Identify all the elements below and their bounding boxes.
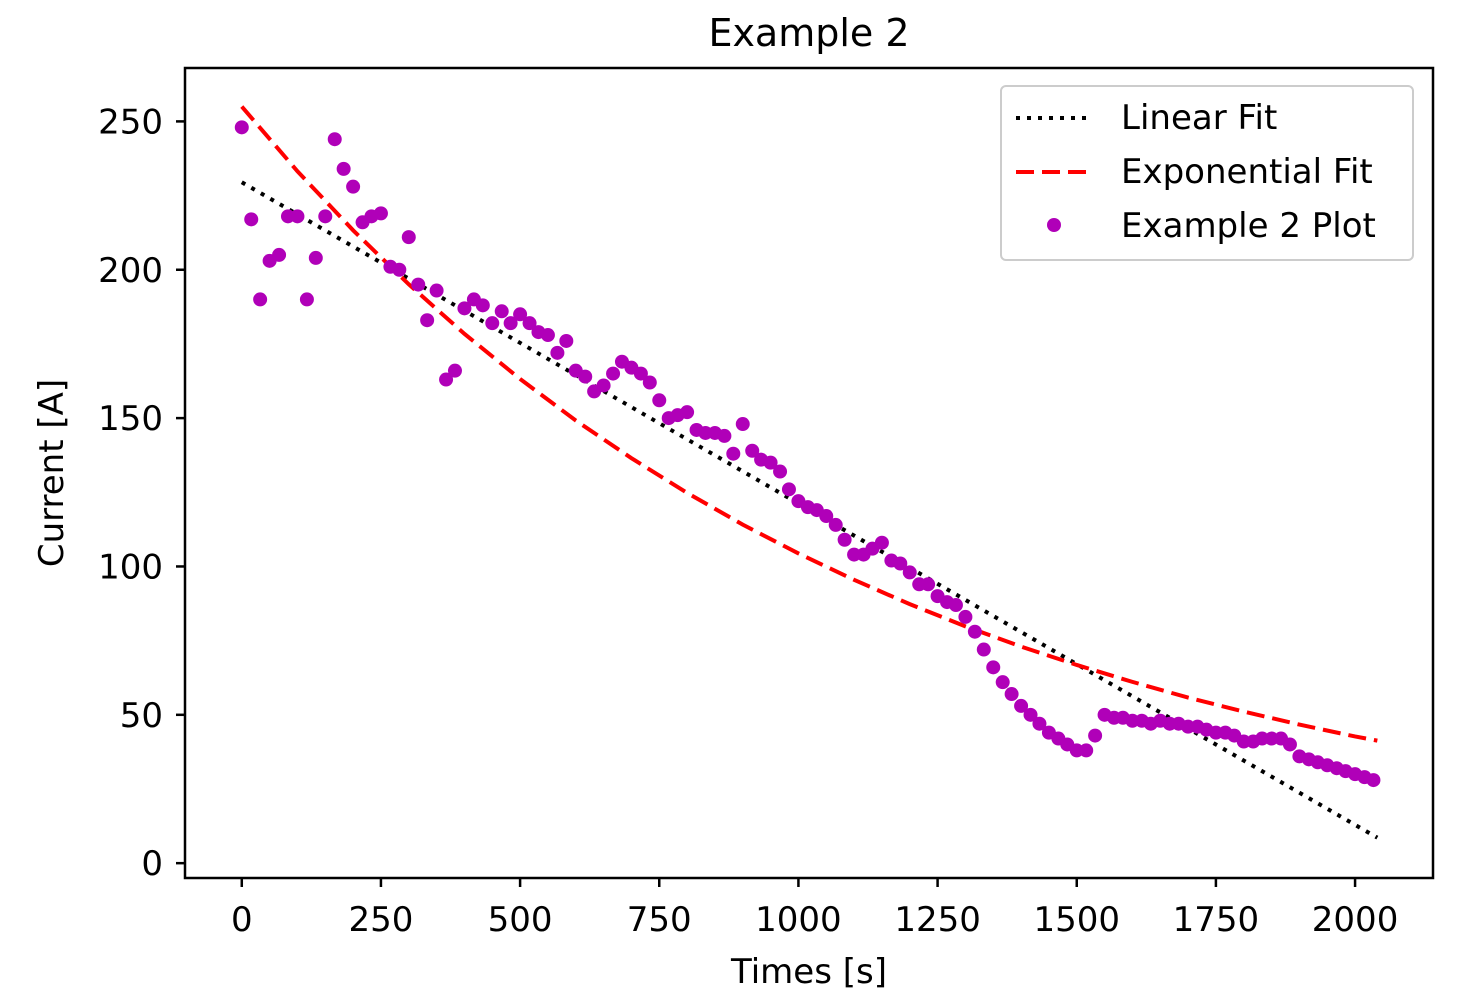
data-point [327, 132, 342, 147]
y-tick-label: 100 [98, 547, 163, 587]
data-point [967, 624, 982, 639]
data-point [976, 642, 991, 657]
data-point [642, 375, 657, 390]
y-tick-label: 150 [98, 399, 163, 439]
data-point [559, 333, 574, 348]
data-point [392, 262, 407, 277]
data-point [401, 230, 416, 245]
y-axis-label: Current [A] [32, 379, 72, 567]
data-point [735, 417, 750, 432]
data-point [485, 316, 500, 331]
data-point [763, 455, 778, 470]
data-point [336, 161, 351, 176]
x-tick-label: 500 [488, 900, 553, 940]
data-point [578, 369, 593, 384]
data-point [1023, 707, 1038, 722]
data-point [1088, 728, 1103, 743]
y-tick-label: 50 [120, 696, 163, 736]
data-point [874, 535, 889, 550]
x-axis-ticks: 0 250 500 750 1000 1250 1500 1750 2000 [231, 878, 1398, 940]
x-tick-label: 250 [348, 900, 413, 940]
x-tick-label: 750 [627, 900, 692, 940]
legend-box [1000, 85, 1414, 261]
series-layer [234, 105, 1381, 840]
data-point [995, 675, 1010, 690]
y-tick-label: 250 [98, 102, 163, 142]
data-point [540, 328, 555, 343]
data-point [1282, 737, 1297, 752]
data-point [745, 443, 760, 458]
data-point [680, 405, 695, 420]
x-tick-label: 1250 [894, 900, 981, 940]
data-point [606, 366, 621, 381]
y-tick-label: 0 [141, 844, 163, 884]
data-point [439, 372, 454, 387]
data-point [726, 446, 741, 461]
legend-label-exponential-fit: Exponential Fit [1121, 152, 1373, 192]
data-point [819, 509, 834, 524]
data-point [429, 283, 444, 298]
x-tick-label: 1000 [755, 900, 842, 940]
data-point [522, 316, 537, 331]
data-point [308, 250, 323, 265]
data-point [420, 313, 435, 328]
data-point [1014, 698, 1029, 713]
data-point [253, 292, 268, 307]
data-point [948, 598, 963, 613]
data-point [1079, 743, 1094, 758]
x-tick-label: 1750 [1173, 900, 1260, 940]
data-point [717, 428, 732, 443]
data-point [837, 532, 852, 547]
x-tick-label: 1500 [1033, 900, 1120, 940]
data-point [244, 212, 259, 227]
data-point [346, 179, 361, 194]
data-point [652, 393, 667, 408]
data-point [475, 298, 490, 313]
data-point [1366, 773, 1381, 788]
data-point [272, 247, 287, 262]
data-point [921, 577, 936, 592]
data-point [318, 209, 333, 224]
data-point [299, 292, 314, 307]
data-point [1032, 716, 1047, 731]
x-tick-label: 0 [231, 900, 253, 940]
data-point [503, 316, 518, 331]
data-point [828, 517, 843, 532]
data-point [457, 301, 472, 316]
data-point [494, 304, 509, 319]
legend-label-example-2-plot: Example 2 Plot [1121, 206, 1376, 246]
data-point [596, 378, 611, 393]
legend: Linear Fit Exponential Fit Example 2 Plo… [1000, 85, 1414, 261]
plot-frame [183, 66, 1435, 880]
data-point [893, 556, 908, 571]
data-point [373, 206, 388, 221]
data-point [633, 366, 648, 381]
data-point [411, 277, 426, 292]
legend-label-linear-fit: Linear Fit [1121, 98, 1277, 138]
data-point [958, 609, 973, 624]
data-point [1004, 687, 1019, 702]
chart-title: Example 2 [708, 11, 909, 55]
y-tick-label: 200 [98, 251, 163, 291]
x-axis-label: Times [s] [730, 952, 887, 992]
y-axis-ticks: 0 50 100 150 200 250 [98, 102, 185, 884]
data-point [773, 464, 788, 479]
data-point [234, 120, 249, 135]
data-point [902, 565, 917, 580]
data-point [986, 660, 1001, 675]
data-point [781, 482, 796, 497]
data-point [290, 209, 305, 224]
legend-marker-example-2-plot [1047, 218, 1061, 232]
data-point [550, 345, 565, 360]
data-point [447, 363, 462, 378]
x-tick-label: 2000 [1312, 900, 1399, 940]
data-point [513, 307, 528, 322]
